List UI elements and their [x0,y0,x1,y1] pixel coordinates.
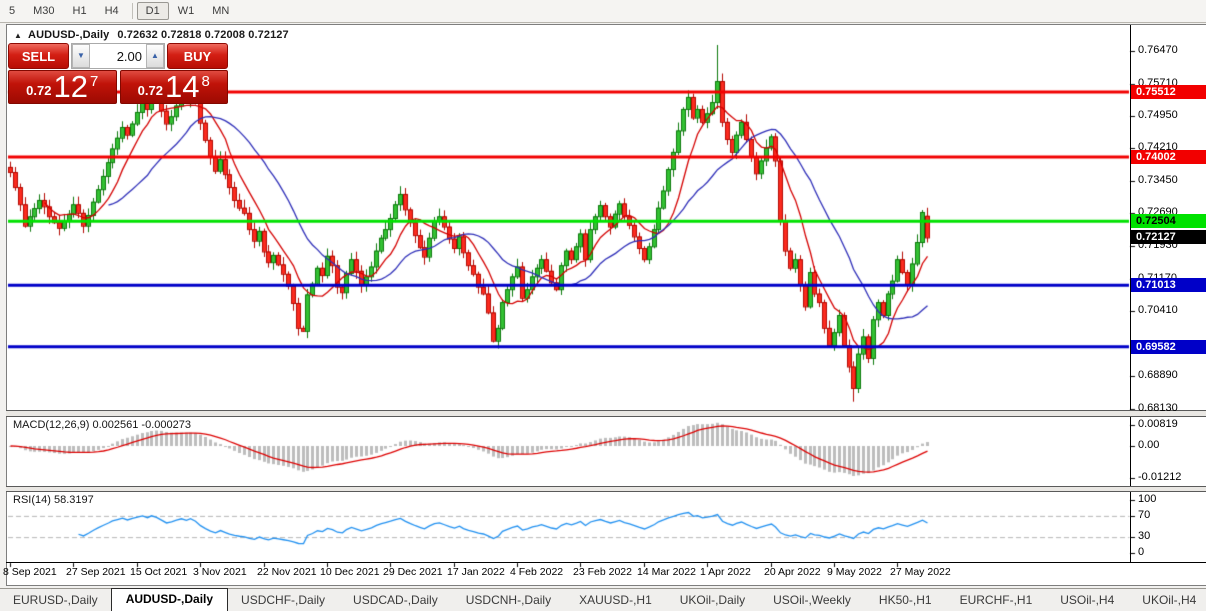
chart-tab-xauusd-h1[interactable]: XAUUSD-,H1 [579,593,652,607]
price-axis-tick-label: -0.01212 [1138,470,1182,483]
date-axis-tick-label: 22 Nov 2021 [257,566,317,578]
date-axis-tick-label: 9 May 2022 [827,566,882,578]
volume-increase-icon[interactable]: ▲ [146,44,164,68]
date-axis-tick-label: 15 Oct 2021 [130,566,188,578]
chart-tab-eurusd-daily[interactable]: EURUSD-,Daily [13,593,98,607]
trade-panel-toggle-icon[interactable]: ▲ [14,31,23,40]
chart-tab-usoil-h4[interactable]: USOil-,H4 [1060,593,1115,607]
volume-input[interactable] [90,44,146,68]
volume-decrease-icon[interactable]: ▼ [72,44,90,68]
level-price-badge: 0.75512 [1131,85,1206,100]
date-axis-tick-label: 27 May 2022 [890,566,951,578]
buy-price-pip: 8 [201,73,210,90]
chart-tab-usdchf-daily[interactable]: USDCHF-,Daily [241,593,326,607]
price-axis-tick-label: 0.74950 [1138,109,1178,122]
buy-button[interactable]: BUY [167,43,228,69]
price-axis-tick-label: 100 [1138,493,1157,505]
price-axis-divider [1130,25,1131,563]
price-axis-tick-label: 0.70410 [1138,304,1178,317]
date-axis-tick-label: 4 Feb 2022 [510,566,564,578]
date-axis-tick-label: 8 Sep 2021 [3,566,57,578]
sell-price-prefix: 0.72 [26,83,52,98]
price-axis-tick-label: 0.00819 [1138,417,1178,430]
chart-header: ▲ AUDUSD-,Daily 0.72632 0.72818 0.72008 0.… [14,29,289,41]
chart-tab-ukoil-h4[interactable]: UKOil-,H4 [1142,593,1197,607]
sell-price-pip: 7 [89,73,99,90]
date-axis-tick-label: 10 Dec 2021 [320,566,380,578]
price-axis-tick-label: 0.76470 [1138,44,1178,56]
sell-button[interactable]: SELL [8,43,69,69]
macd-indicator-label: MACD(12,26,9) 0.002561 -0.000273 [13,419,191,431]
chart-tab-usdcad-daily[interactable]: USDCAD-,Daily [353,593,438,607]
chart-symbol-label: AUDUSD-,Daily [28,29,110,41]
chart-tab-usoil-weekly[interactable]: USOil-,Weekly [773,593,851,607]
level-price-badge: 0.72504 [1131,214,1206,229]
date-axis-tick-label: 17 Jan 2022 [447,566,505,578]
level-price-badge: 0.74002 [1131,149,1206,164]
date-axis-line [6,562,1206,563]
buy-price-prefix: 0.72 [137,83,163,98]
price-axis-tick-label: 0 [1138,546,1145,558]
price-axis-tick-label: 0.68890 [1138,369,1178,382]
sell-price-big: 12 [53,69,88,104]
date-axis-tick-label: 27 Sep 2021 [66,566,126,578]
price-axis-tick-label: 0.00 [1138,439,1160,451]
date-axis-tick-label: 3 Nov 2021 [193,566,247,578]
macd-panel-divider[interactable] [6,410,1206,417]
chart-ohlc-values: 0.72632 0.72818 0.72008 0.72127 [117,29,289,41]
rsi-indicator-label: RSI(14) 58.3197 [13,494,94,506]
price-axis-tick-label: 0.73450 [1138,173,1178,186]
date-axis-tick-label: 23 Feb 2022 [573,566,632,578]
date-axis-tick-label: 1 Apr 2022 [700,566,751,578]
symbol-tab-bar: EURUSD-,Daily AUDUSD-,Daily USDCHF-,Daily U… [0,588,1206,611]
price-axis-tick-label: 30 [1138,530,1151,543]
buy-price-big: 14 [164,69,200,104]
price-axis-tick-label: 70 [1138,508,1151,521]
rsi-panel-divider[interactable] [6,486,1206,492]
date-axis-tick-label: 20 Apr 2022 [764,566,821,578]
date-axis-tick-label: 29 Dec 2021 [383,566,443,578]
buy-price-display[interactable]: 0.72 14 8 [119,69,228,104]
date-axis-tick-label: 14 Mar 2022 [637,566,696,578]
chart-tab-hk50-h1[interactable]: HK50-,H1 [878,593,932,607]
chart-tab-eurchf-h1[interactable]: EURCHF-,H1 [959,593,1033,607]
chart-tab-ukoil-daily[interactable]: UKOil-,Daily [679,593,746,607]
level-price-badge: 0.69582 [1131,339,1206,354]
sell-price-display[interactable]: 0.72 12 7 [8,70,117,104]
one-click-trade-panel: SELL ▼ ▲ BUY 0.72 12 7 0.72 14 8 [8,43,228,104]
chart-tab-usdcnh-daily[interactable]: USDCNH-,Daily [465,593,552,607]
volume-spinner: ▼ ▲ [71,43,165,69]
level-price-badge: 0.71013 [1131,278,1206,293]
price-axis-tick-label: 0.68130 [1138,402,1178,414]
current-price-badge: 0.72127 [1131,230,1206,245]
chart-tab-audusd-daily[interactable]: AUDUSD-,Daily [110,588,229,611]
